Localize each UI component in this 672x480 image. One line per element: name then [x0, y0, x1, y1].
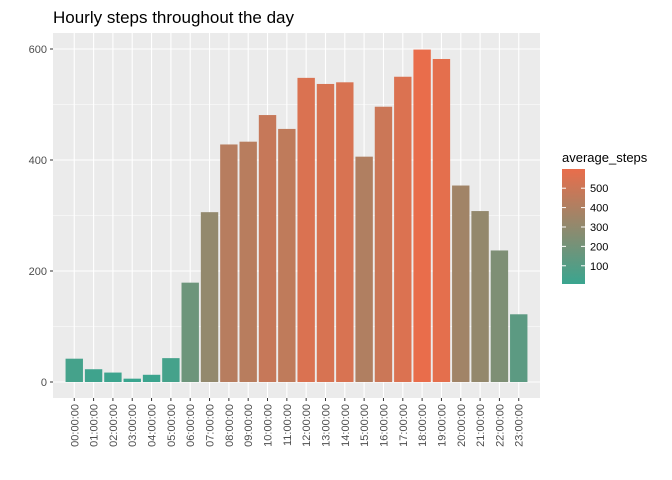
legend-colorbar [562, 169, 585, 284]
bar [104, 372, 122, 382]
x-tick-label: 15:00:00 [359, 404, 371, 447]
bar [65, 358, 83, 382]
bar [297, 77, 315, 383]
chart-title: Hourly steps throughout the day [53, 8, 294, 27]
x-tick-label: 23:00:00 [514, 404, 526, 447]
legend-ticks: 100 200 300 400 500 [562, 183, 608, 273]
x-tick-label: 09:00:00 [243, 404, 255, 447]
x-tick-label: 22:00:00 [494, 404, 506, 447]
legend-tick-label: 500 [590, 183, 608, 195]
bar [84, 369, 103, 382]
y-tick-label: 600 [29, 44, 47, 56]
x-tick-label: 20:00:00 [456, 404, 468, 447]
y-tick-label: 200 [29, 266, 47, 278]
y-tick-label: 0 [41, 377, 47, 389]
x-tick-label: 10:00:00 [263, 404, 275, 447]
x-axis: 00:00:00 01:00:00 02:00:00 03:00:00 04:00:00… [69, 398, 526, 447]
bar [200, 212, 219, 382]
x-tick-label: 21:00:00 [475, 404, 487, 447]
x-tick-label: 16:00:00 [378, 404, 390, 447]
bar [142, 374, 161, 382]
x-tick-label: 12:00:00 [301, 404, 313, 447]
bar [162, 358, 180, 382]
bar [220, 144, 238, 382]
bar [123, 378, 141, 382]
bar [413, 49, 431, 383]
x-tick-label: 00:00:00 [69, 404, 81, 447]
bar [510, 314, 528, 382]
y-tick-label: 400 [29, 155, 47, 167]
x-tick-label: 03:00:00 [127, 404, 139, 447]
legend-title: average_steps [562, 150, 648, 165]
bar [336, 82, 354, 383]
bar [452, 185, 470, 382]
bar [278, 128, 296, 382]
bar [258, 115, 277, 383]
bars [65, 49, 528, 383]
legend-tick-label: 100 [590, 261, 608, 273]
bar [432, 58, 451, 383]
x-tick-label: 04:00:00 [147, 404, 159, 447]
x-tick-label: 01:00:00 [89, 404, 101, 447]
bar [374, 106, 393, 382]
legend: average_steps 100 200 300 400 500 [562, 150, 648, 284]
y-axis: 0 200 400 600 [29, 44, 53, 389]
x-tick-label: 02:00:00 [108, 404, 120, 447]
bar [239, 141, 257, 382]
x-tick-label: 05:00:00 [166, 404, 178, 447]
bar [316, 83, 335, 382]
bar [355, 156, 373, 382]
x-tick-label: 19:00:00 [436, 404, 448, 447]
bar [490, 250, 509, 382]
bar [471, 211, 489, 382]
x-tick-label: 17:00:00 [398, 404, 410, 447]
x-tick-label: 14:00:00 [340, 404, 352, 447]
x-tick-label: 11:00:00 [282, 404, 294, 446]
x-tick-label: 08:00:00 [224, 404, 236, 447]
legend-tick-label: 300 [590, 222, 608, 234]
legend-tick-label: 200 [590, 241, 608, 253]
x-tick-label: 13:00:00 [320, 404, 332, 447]
bar [394, 76, 412, 382]
legend-tick-label: 400 [590, 203, 608, 215]
x-tick-label: 18:00:00 [417, 404, 429, 447]
x-tick-label: 06:00:00 [185, 404, 197, 447]
x-tick-label: 07:00:00 [205, 404, 217, 447]
bar [181, 282, 199, 382]
